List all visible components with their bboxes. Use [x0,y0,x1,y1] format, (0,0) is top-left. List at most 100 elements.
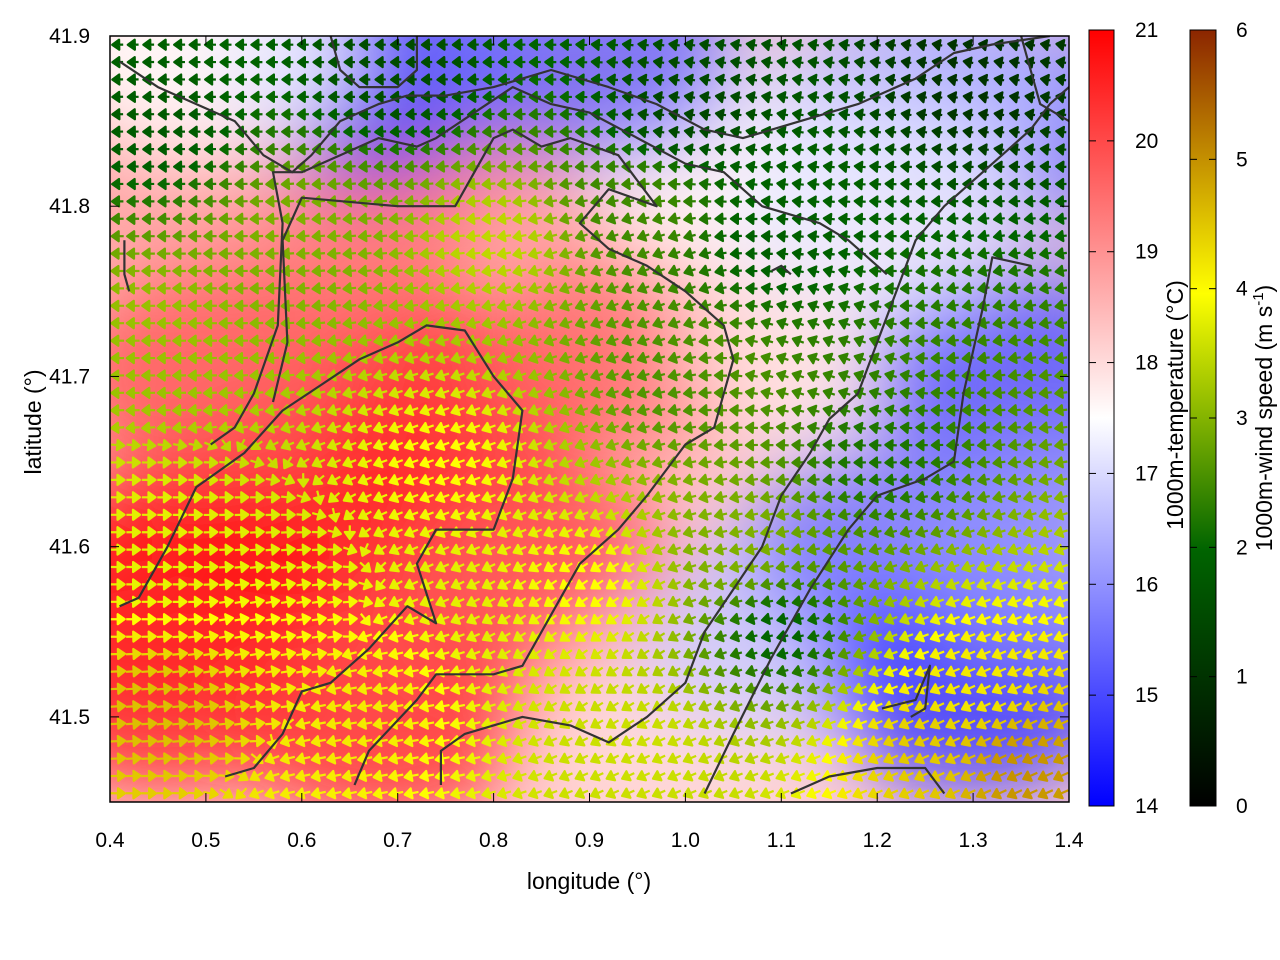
wind-arrow [326,682,342,695]
wind-arrow [450,717,466,730]
wind-arrow [590,561,604,573]
wind-arrow [559,700,573,712]
wind-arrow [714,647,727,660]
wind-arrow [126,526,142,539]
wind-arrow [172,595,188,608]
wind-arrow [960,648,976,660]
wind-arrow [884,578,898,591]
wind-arrow [852,787,868,800]
wind-arrow [1007,578,1022,591]
wind-arrow [234,717,250,730]
wind-arrow [343,543,358,556]
wind-arrow [806,717,821,730]
wind-arrow [559,631,573,642]
wind-arrow [434,700,450,713]
wind-arrow [465,735,481,748]
x-tick-label: 0.5 [191,829,220,852]
wind-arrow [497,613,511,625]
wind-arrow [883,613,898,625]
wind-arrow [403,682,419,695]
wind-arrow [219,560,234,574]
y-axis-title: latitude (°) [20,369,46,474]
wind-arrow [929,700,945,713]
wind-arrow [945,630,961,643]
wind-arrow [341,682,357,695]
wind-arrow [605,718,620,729]
wind-arrow [1038,561,1053,573]
wind-arrow [961,543,975,556]
wind-arrow [543,579,558,590]
wind-arrow [203,665,219,678]
wind-arrow [141,769,158,782]
wind-arrow [544,683,558,694]
wind-arrow [281,543,296,556]
wind-arrow [481,700,496,713]
wind-arrow [466,596,481,608]
wind-arrow [435,543,450,556]
wind-arrow [976,683,991,695]
wind-arrow [945,613,960,625]
wind-arrow [651,561,666,573]
wind-arrow [372,665,388,678]
wind-arrow [389,561,403,573]
wind-arrow [141,613,157,626]
wind-arrow [760,717,774,730]
wind-arrow [311,647,327,661]
wind-arrow [1037,700,1054,713]
wind-arrow [172,647,188,661]
wind-arrow [698,560,712,573]
wind-arrow [404,543,419,556]
x-tick-label: 1.1 [767,829,796,852]
wind-arrow [296,560,312,574]
wind-arrow [667,578,681,590]
wind-arrow [265,717,281,730]
wind-arrow [434,735,450,748]
wind-arrow [280,630,296,643]
wind-arrow [559,665,573,677]
wind-arrow [156,647,173,661]
wind-arrow [375,578,386,591]
wind-arrow [929,753,945,765]
wind-arrow [713,560,728,573]
wind-arrow [481,752,496,765]
wind-arrow [960,787,976,800]
wind-arrow [141,752,158,765]
wind-arrow [945,770,961,782]
wind-arrow [558,787,573,799]
wind-arrow [868,648,883,660]
wind-arrow [372,787,388,800]
wind-arrow [698,770,713,782]
wind-arrow [372,769,388,782]
y-tick-label: 41.6 [49,536,90,559]
wind-arrow [141,630,157,643]
wind-arrow [1053,578,1069,591]
wind-arrow [372,648,388,661]
y-tick-label: 41.8 [49,195,90,218]
colorbar-tick-label: 16 [1135,573,1158,596]
wind-arrow [837,665,851,677]
windspeed-colorbar-label: 1000m-wind speed (m s-1) [1250,285,1277,551]
wind-arrow [760,630,774,643]
wind-arrow [806,543,820,556]
wind-arrow [559,596,573,608]
wind-arrow [280,665,297,678]
wind-arrow [667,595,681,608]
wind-arrow [403,648,419,660]
wind-arrow [357,717,373,730]
wind-arrow [976,561,991,573]
wind-arrow [1053,770,1069,782]
wind-arrow [914,718,930,730]
wind-arrow [837,612,851,625]
wind-arrow [481,735,496,748]
wind-arrow [187,665,204,678]
wind-arrow [544,666,558,677]
wind-arrow [667,735,682,747]
wind-arrow [667,543,682,556]
wind-arrow [621,579,635,590]
wind-arrow [141,717,158,730]
wind-arrow [327,647,343,661]
wind-arrow [218,700,235,713]
wind-arrow [1053,718,1069,730]
wind-arrow [914,753,930,765]
wind-arrow [1053,700,1069,713]
